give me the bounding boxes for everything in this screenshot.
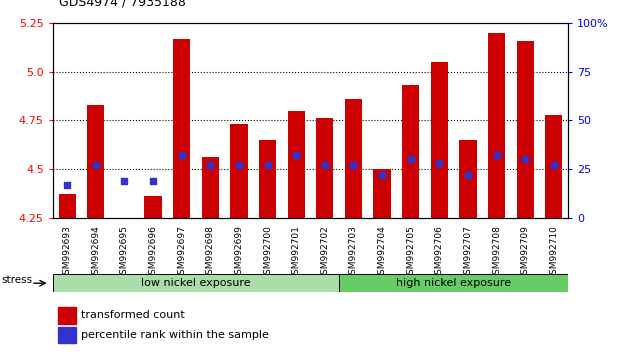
Bar: [402, 85, 419, 218]
Bar: [373, 169, 391, 218]
Bar: [145, 196, 161, 218]
Bar: [488, 33, 505, 218]
Point: [377, 172, 387, 178]
Point: [406, 156, 415, 162]
Point: [177, 153, 187, 158]
Bar: [53, 274, 339, 292]
Bar: [545, 114, 563, 218]
Point: [206, 162, 215, 168]
Point: [263, 162, 273, 168]
Text: low nickel exposure: low nickel exposure: [141, 278, 251, 288]
Bar: [202, 158, 219, 218]
Text: high nickel exposure: high nickel exposure: [396, 278, 511, 288]
Point: [435, 160, 445, 166]
Point: [492, 153, 502, 158]
Point: [348, 162, 358, 168]
Bar: [58, 194, 76, 218]
Bar: [288, 111, 305, 218]
Bar: [259, 140, 276, 218]
Bar: [517, 41, 534, 218]
Bar: [173, 39, 190, 218]
Point: [234, 162, 244, 168]
Bar: [345, 99, 362, 218]
Point: [62, 182, 72, 188]
Point: [119, 178, 129, 183]
Text: GDS4974 / 7935188: GDS4974 / 7935188: [59, 0, 186, 9]
Bar: [339, 274, 568, 292]
Text: percentile rank within the sample: percentile rank within the sample: [81, 330, 268, 339]
Point: [549, 162, 559, 168]
Point: [320, 162, 330, 168]
Bar: [58, 307, 76, 324]
Point: [520, 156, 530, 162]
Point: [91, 162, 101, 168]
Point: [463, 172, 473, 178]
Point: [291, 153, 301, 158]
Point: [148, 178, 158, 183]
Bar: [58, 326, 76, 343]
Text: stress: stress: [1, 275, 32, 285]
Text: transformed count: transformed count: [81, 310, 184, 320]
Bar: [87, 105, 104, 218]
Bar: [460, 140, 476, 218]
Bar: [431, 62, 448, 218]
Bar: [230, 124, 248, 218]
Bar: [316, 119, 333, 218]
